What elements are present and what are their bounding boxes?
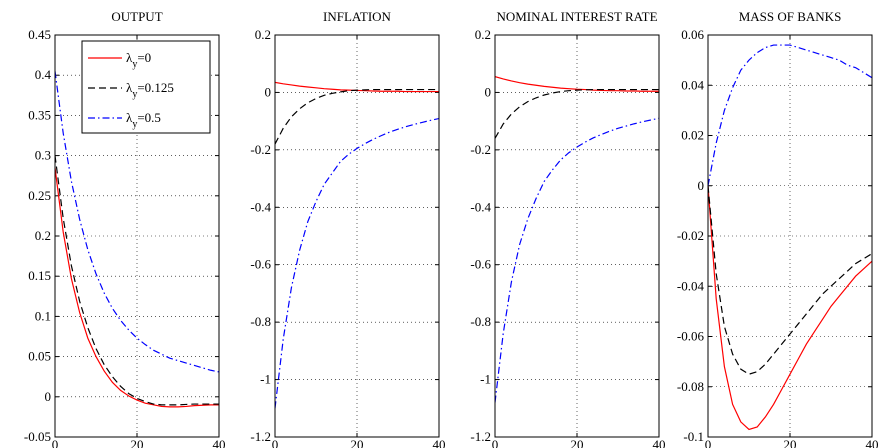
x-tick-label: 20 [571, 437, 584, 448]
series-line-2 [55, 155, 219, 406]
panel-4: -0.1 -0.08 -0.06 -0.04 -0.02 0 0.02 0.04 0.06 0 20… [677, 9, 879, 448]
series-line-2 [275, 88, 439, 145]
x-tick-label: 0 [272, 437, 279, 448]
y-tick-label: 0.2 [475, 27, 491, 42]
y-tick-label: -0.02 [677, 228, 704, 243]
y-tick-label: -0.8 [250, 314, 271, 329]
y-tick-label: -0.8 [470, 314, 491, 329]
y-tick-label: -0.08 [677, 379, 704, 394]
series-line-1 [708, 185, 872, 431]
y-tick-label: 0.2 [35, 228, 51, 243]
panel-3: -1.2 -1 -0.8 -0.6 -0.4 -0.2 0 0.2 0 20 40 NOMINAL I… [470, 9, 665, 448]
y-tick-label: 0.04 [681, 77, 704, 92]
y-tick-label: 0 [265, 84, 272, 99]
series-line-3 [708, 44, 872, 186]
y-tick-label: 0.25 [28, 188, 51, 203]
axes-box [494, 34, 660, 438]
x-tick-label: 40 [866, 437, 879, 448]
x-tick-label: 40 [213, 437, 226, 448]
axes-box [707, 34, 873, 438]
legend-label: λy=0 [126, 50, 151, 70]
series-line-2 [495, 88, 659, 139]
y-tick-label: 0.35 [28, 107, 51, 122]
x-tick-label: 20 [131, 437, 144, 448]
y-tick-label: 0 [45, 389, 52, 404]
series-line-1 [55, 167, 219, 408]
x-tick-label: 40 [653, 437, 666, 448]
y-tick-label: -0.6 [250, 257, 271, 272]
panel-title: NOMINAL INTEREST RATE [496, 9, 657, 24]
series-line-3 [55, 71, 219, 373]
x-tick-label: 0 [52, 437, 59, 448]
legend: λy=0 λy=0.125 λy=0.5 [81, 40, 211, 134]
y-tick-label: -1 [260, 372, 271, 387]
y-tick-label: -0.6 [470, 257, 491, 272]
y-tick-label: 0.06 [681, 27, 704, 42]
y-tick-label: -0.1 [683, 429, 704, 444]
series-line-3 [275, 117, 439, 409]
y-tick-label: 0.1 [35, 308, 51, 323]
y-tick-label: -0.2 [470, 142, 491, 157]
y-tick-label: -0.05 [24, 429, 51, 444]
x-tick-label: 0 [492, 437, 499, 448]
y-tick-label: 0.3 [35, 148, 51, 163]
y-tick-label: 0.02 [681, 128, 704, 143]
series-line-2 [708, 185, 872, 375]
x-tick-label: 40 [433, 437, 446, 448]
panel-2: -1.2 -1 -0.8 -0.6 -0.4 -0.2 0 0.2 0 20 40 INFLATION [250, 9, 445, 448]
legend-label: λy=0.5 [126, 110, 161, 130]
y-tick-label: -0.04 [677, 278, 705, 293]
y-tick-label: 0.05 [28, 349, 51, 364]
series-line-3 [495, 117, 659, 403]
x-tick-label: 20 [784, 437, 797, 448]
y-tick-label: 0 [485, 84, 492, 99]
legend-label: λy=0.125 [126, 80, 174, 100]
axes-box [274, 34, 440, 438]
panel-title: MASS OF BANKS [739, 9, 842, 24]
y-tick-label: -1 [480, 372, 491, 387]
y-tick-label: -0.4 [470, 199, 491, 214]
panel-title: OUTPUT [111, 9, 162, 24]
y-tick-label: 0.4 [35, 67, 52, 82]
axes-box [54, 34, 220, 438]
y-tick-label: 0.2 [255, 27, 271, 42]
y-tick-label: 0 [698, 178, 705, 193]
x-tick-label: 20 [351, 437, 364, 448]
panel-title: INFLATION [323, 9, 391, 24]
y-tick-label: -1.2 [250, 429, 271, 444]
y-tick-label: -0.2 [250, 142, 271, 157]
y-tick-label: 0.15 [28, 268, 51, 283]
y-tick-label: -1.2 [470, 429, 491, 444]
y-tick-label: 0.45 [28, 27, 51, 42]
y-tick-label: -0.4 [250, 199, 271, 214]
y-tick-label: -0.06 [677, 329, 705, 344]
x-tick-label: 0 [705, 437, 712, 448]
series-line-1 [495, 76, 659, 92]
